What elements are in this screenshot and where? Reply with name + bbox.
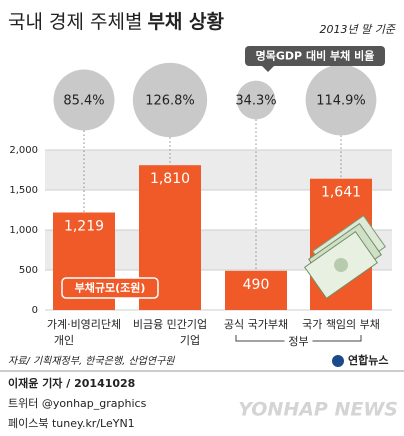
group-bracket: [235, 335, 362, 342]
watermark: YONHAP NEWS: [238, 399, 398, 421]
logo: 연합뉴스: [348, 353, 388, 367]
title-bold-part: 부채 상황: [147, 10, 224, 33]
group-label: 정부: [288, 335, 308, 348]
y-tick-label: 2,000: [9, 145, 38, 156]
money-icon: [304, 214, 386, 300]
title-part: 국내 경제 주체별: [8, 11, 142, 33]
legend-label: 부채규모(조원): [75, 281, 146, 295]
byline: 이재윤 기자 / 20141028: [8, 376, 135, 390]
x-tick-label: 공식 국가부채: [224, 318, 288, 331]
ratio-circle: [132, 62, 208, 138]
twitter: 트위터 @yonhap_graphics: [8, 397, 147, 410]
x-tick-label: 비금융 민간기업: [133, 318, 207, 331]
bar: [225, 270, 287, 310]
ratio-label: 126.8%: [145, 94, 195, 109]
ratio-circle: [53, 69, 115, 131]
y-tick-label: 500: [19, 265, 38, 276]
ratio-label: 34.3%: [235, 94, 276, 109]
y-tick-label: 1,000: [9, 225, 38, 236]
ratio-label-box: [245, 46, 385, 66]
ratio-label: 명목GDP 대비 부채 비율: [256, 49, 375, 63]
group-label: 기업: [180, 334, 200, 347]
legend-box: [61, 277, 159, 299]
value-label: 1,810: [150, 171, 190, 187]
logo-icon: [332, 355, 344, 367]
ratio-label-pointer: [262, 66, 274, 72]
group-label: 개인: [54, 334, 74, 347]
x-tick-label: 국가 책임의 부채: [302, 318, 380, 331]
ratio-label: 114.9%: [316, 94, 366, 109]
y-tick-label: 1,500: [9, 185, 38, 196]
ratio-label: 85.4%: [63, 94, 104, 109]
value-label: 1,219: [64, 218, 104, 234]
source: 자료/ 기획재정부, 한국은행, 산업연구원: [8, 355, 175, 367]
ratio-circle: [236, 80, 276, 120]
value-label: 1,641: [321, 185, 361, 201]
y-tick-label: 0: [32, 305, 38, 316]
value-label: 490: [243, 277, 270, 293]
chart-title: 국내 경제 주체별 부채 상황: [8, 10, 225, 33]
facebook: 페이스북 tuney.kr/LeYN1: [8, 417, 135, 430]
subtitle: 2013년 말 기준: [320, 23, 396, 36]
x-tick-label: 가계·비영리단체: [47, 318, 121, 331]
ratio-circle: [305, 64, 377, 136]
